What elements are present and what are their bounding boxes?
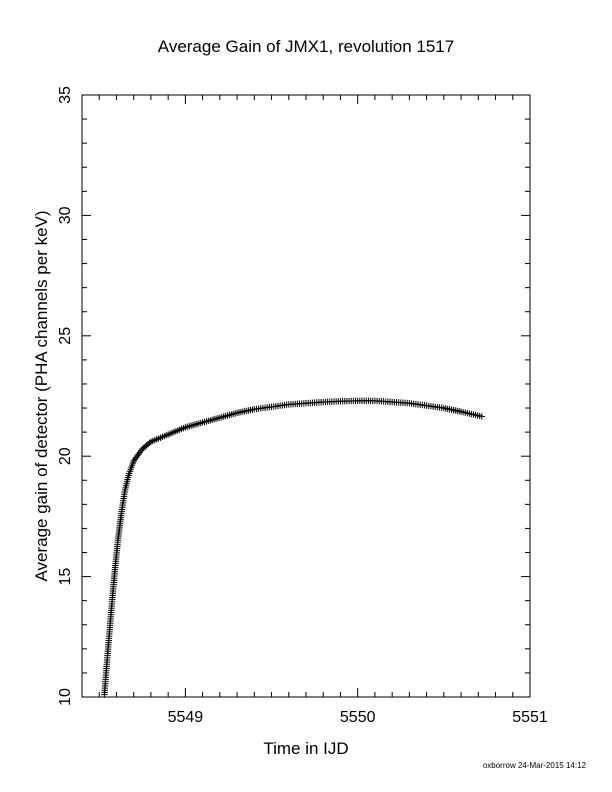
footer-stamp: oxborrow 24-Mar-2015 14:12 xyxy=(483,761,587,770)
x-axis-ticks: 5549 5550 5551 xyxy=(98,95,548,726)
data-point xyxy=(146,439,153,447)
y-tick-label: 10 xyxy=(57,688,74,706)
x-tick-label: 5550 xyxy=(340,709,376,726)
y-axis-ticks: 10 15 20 25 30 35 xyxy=(57,86,530,706)
chart-title: Average Gain of JMX1, revolution 1517 xyxy=(158,37,454,56)
x-axis-label: Time in IJD xyxy=(263,739,348,758)
y-tick-label: 35 xyxy=(57,86,74,104)
plot-frame xyxy=(81,94,531,698)
y-tick-label: 30 xyxy=(57,206,74,224)
y-axis-label: Average gain of detector (PHA channels p… xyxy=(32,210,51,581)
y-tick-label: 15 xyxy=(57,568,74,586)
y-tick-label: 25 xyxy=(57,327,74,345)
y-tick-label: 20 xyxy=(57,447,74,465)
x-tick-label: 5551 xyxy=(512,709,548,726)
data-series xyxy=(101,397,485,698)
x-tick-label: 5549 xyxy=(168,709,204,726)
data-point xyxy=(478,413,485,420)
